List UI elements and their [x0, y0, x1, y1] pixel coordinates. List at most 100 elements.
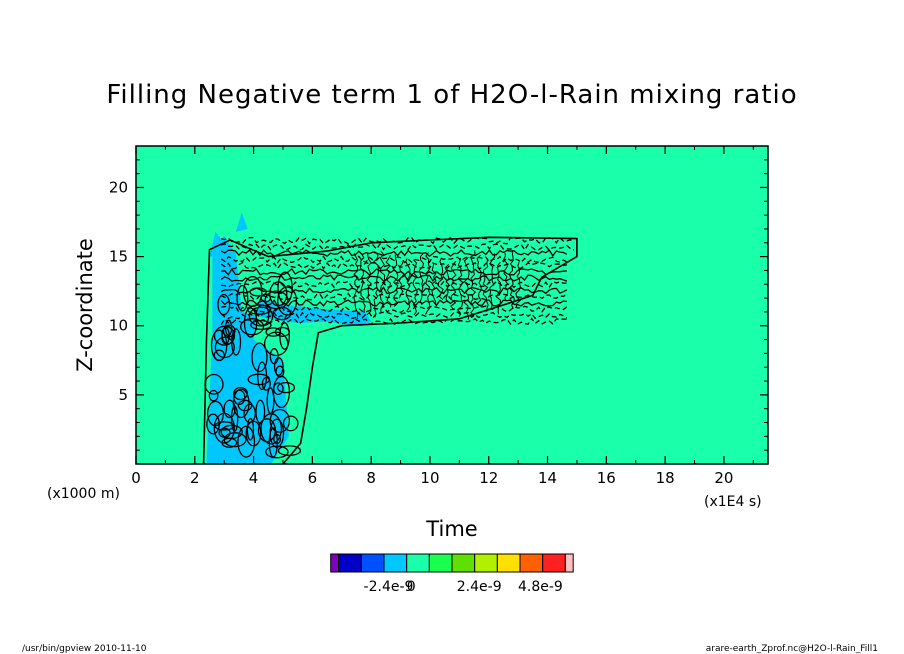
- contour-line: [213, 349, 225, 361]
- x-tick-label: 0: [131, 469, 141, 487]
- x-tick-label: 2: [190, 469, 200, 487]
- contour-line: [482, 259, 489, 312]
- region-isolated-spot: [235, 212, 248, 232]
- colorbar-swatch: [406, 553, 430, 573]
- contour-line: [269, 418, 285, 448]
- x-tick-label: 12: [479, 469, 498, 487]
- contour-line: [456, 257, 464, 317]
- contour-line: [272, 382, 284, 396]
- contour-line: [282, 415, 299, 432]
- contour-line: [405, 258, 411, 311]
- contour-line: [353, 253, 359, 320]
- contour-line: [450, 260, 457, 310]
- contour-line: [385, 255, 392, 308]
- colorbar-swatch: [542, 553, 566, 573]
- contour-line: [444, 263, 450, 303]
- contour-line: [247, 373, 271, 386]
- contour-line: [250, 319, 272, 331]
- contour-line: [223, 399, 236, 419]
- plot-frame: [135, 145, 769, 465]
- colorbar-swatch: [519, 553, 544, 573]
- y-axis-label: Z-coordinate: [73, 238, 97, 372]
- contour-line: [359, 253, 366, 313]
- contour-line: [243, 403, 256, 424]
- contour-line: [249, 287, 267, 297]
- contour-line: [275, 365, 285, 378]
- colorbar-swatch: [428, 553, 453, 573]
- contour-line: [236, 284, 249, 312]
- contour-envelope: [202, 236, 578, 464]
- contour-line: [273, 434, 282, 445]
- contour-line: [418, 252, 425, 306]
- contour-line: [220, 249, 568, 258]
- contour-line: [277, 286, 298, 316]
- colorbar-tick-label: 2.4e-9: [457, 579, 502, 595]
- colorbar-swatch: [338, 553, 362, 573]
- contour-line: [220, 255, 568, 264]
- contour-line: [240, 318, 265, 336]
- y-tick-label: 5: [118, 386, 128, 404]
- contour-line: [237, 399, 253, 412]
- contour-line: [220, 317, 567, 326]
- contour-line: [220, 274, 568, 283]
- contour-line: [373, 251, 379, 318]
- contour-line: [425, 252, 431, 315]
- contour-line: [214, 336, 235, 359]
- contour-line: [470, 250, 477, 317]
- contour-line: [222, 324, 236, 338]
- colorbar-tick-label: 4.8e-9: [518, 579, 563, 595]
- contour-line: [221, 327, 230, 345]
- colorbar-swatch: [564, 553, 574, 573]
- contour-line: [221, 236, 575, 245]
- x-tick-label: 10: [420, 469, 439, 487]
- colorbar-tick-label: 0: [407, 579, 416, 595]
- contour-line: [366, 252, 372, 316]
- contour-line: [276, 381, 296, 394]
- colorbar-swatch: [330, 553, 340, 573]
- contour-line: [463, 257, 470, 320]
- contour-line: [437, 257, 444, 301]
- contour-line: [379, 250, 386, 314]
- contour-line: [220, 311, 568, 320]
- contour-line: [248, 306, 274, 327]
- x-tick-label: 8: [366, 469, 376, 487]
- x-tick-label: 4: [249, 469, 259, 487]
- contour-line: [277, 271, 293, 305]
- x-tick-label: 18: [656, 469, 675, 487]
- x-tick-label: 14: [538, 469, 557, 487]
- region-negative-filling-core: [206, 235, 372, 464]
- contour-line: [208, 389, 219, 402]
- plot-area: 0 2 4 6 8 10 12 14 16 18 20 5 10 15 20: [109, 145, 769, 487]
- footer-right: arare-earth_Zprof.nc@H2O-l-Rain_Fill1: [706, 644, 878, 654]
- contour-line: [502, 252, 509, 302]
- y-tick-label: 15: [109, 248, 128, 266]
- colorbar-swatch: [360, 553, 385, 573]
- contour-line: [476, 254, 483, 308]
- contour-line: [221, 305, 568, 314]
- x-axis-unit: (x1E4 s): [704, 494, 762, 510]
- contour-line: [217, 293, 231, 316]
- contour-line: [266, 387, 275, 415]
- contour-line: [243, 307, 258, 338]
- region-upper-fringe: [209, 231, 225, 257]
- colorbar-tick-label: -2.4e-9: [364, 579, 414, 595]
- contour-line: [495, 261, 502, 315]
- x-tick-label: 6: [308, 469, 318, 487]
- contour-line: [213, 412, 235, 444]
- contour-line: [245, 420, 262, 447]
- y-tick-label: 10: [109, 317, 128, 335]
- contour-line: [251, 342, 268, 373]
- contour-line: [508, 249, 515, 309]
- contour-line: [247, 304, 272, 315]
- contour-line: [489, 253, 496, 309]
- colorbar: -2.4e-90 2.4e-9 4.8e-9: [330, 553, 574, 595]
- colorbar-swatch: [383, 553, 408, 573]
- colorbar-swatch: [474, 553, 498, 573]
- contour-line: [273, 357, 284, 376]
- contour-line: [398, 260, 405, 299]
- contour-line: [392, 254, 399, 307]
- colorbar-swatch: [451, 553, 476, 573]
- contour-line: [412, 259, 418, 316]
- x-axis-label: Time: [425, 517, 477, 541]
